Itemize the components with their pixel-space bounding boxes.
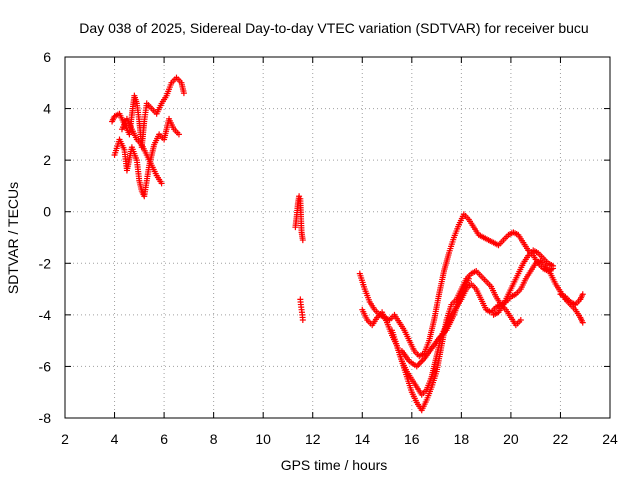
- x-tick-label: 6: [160, 431, 168, 447]
- y-axis-title: SDTVAR / TECUs: [5, 182, 21, 294]
- x-tick-label: 14: [354, 431, 370, 447]
- data-point: [517, 317, 524, 324]
- y-axis-ticks: 6 4 2 0 -2 -4 -6 -8: [39, 49, 610, 426]
- y-tick-label: 0: [43, 204, 51, 220]
- y-tick-label: -4: [39, 307, 52, 323]
- data-point: [158, 180, 165, 187]
- y-tick-label: 4: [43, 101, 51, 117]
- data-point: [579, 291, 586, 298]
- grid-lines: [65, 57, 610, 418]
- x-tick-label: 12: [305, 431, 321, 447]
- y-tick-label: -8: [39, 410, 52, 426]
- data-point: [465, 275, 472, 282]
- data-point: [299, 317, 306, 324]
- plot-frame: [64, 56, 611, 419]
- x-tick-label: 8: [210, 431, 218, 447]
- y-tick-label: -2: [39, 255, 52, 271]
- x-tick-label: 4: [111, 431, 119, 447]
- y-tick-label: 6: [43, 49, 51, 65]
- data-point: [175, 131, 182, 138]
- x-tick-label: 18: [454, 431, 470, 447]
- x-tick-label: 24: [602, 431, 618, 447]
- y-tick-label: 2: [43, 152, 51, 168]
- x-tick-label: 20: [503, 431, 519, 447]
- x-tick-label: 2: [61, 431, 69, 447]
- x-tick-label: 16: [404, 431, 420, 447]
- data-point: [550, 262, 557, 269]
- data-point: [299, 237, 306, 244]
- x-tick-label: 22: [553, 431, 569, 447]
- x-axis-title: GPS time / hours: [281, 457, 388, 473]
- data-points: [109, 74, 586, 414]
- data-point: [579, 319, 586, 326]
- data-point: [180, 90, 187, 97]
- x-tick-label: 10: [255, 431, 271, 447]
- x-axis-ticks: 2 4 6 8 10 12 14 16 18 20 22 24: [61, 57, 618, 447]
- chart-title: Day 038 of 2025, Sidereal Day-to-day VTE…: [79, 20, 588, 36]
- y-tick-label: -6: [39, 358, 52, 374]
